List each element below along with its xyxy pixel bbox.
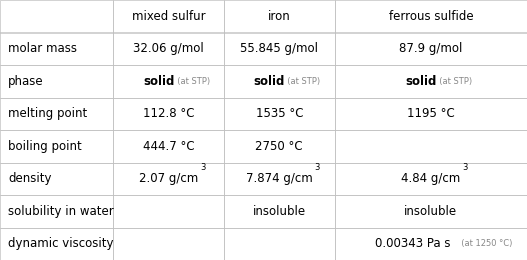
Text: solid: solid [143, 75, 174, 88]
Bar [335, 162, 527, 195]
Text: phase: phase [8, 75, 44, 88]
Bar [0, 130, 113, 162]
Text: 32.06 g/mol: 32.06 g/mol [133, 42, 204, 55]
Text: 3: 3 [315, 163, 320, 172]
Text: solubility in water: solubility in water [8, 205, 114, 218]
Text: 1195 °C: 1195 °C [407, 107, 455, 120]
Text: (at STP): (at STP) [434, 77, 472, 86]
Text: iron: iron [268, 10, 291, 23]
Text: 444.7 °C: 444.7 °C [143, 140, 194, 153]
Bar [335, 65, 527, 98]
Text: 2750 °C: 2750 °C [256, 140, 303, 153]
Text: ferrous sulfide: ferrous sulfide [388, 10, 473, 23]
Bar [335, 32, 527, 65]
Bar [0, 195, 113, 228]
Bar [224, 65, 335, 98]
Bar [113, 228, 224, 260]
Bar [0, 228, 113, 260]
Bar [113, 98, 224, 130]
Text: 3: 3 [463, 163, 468, 172]
Text: density: density [8, 172, 52, 185]
Text: melting point: melting point [8, 107, 87, 120]
Bar [113, 195, 224, 228]
Bar [335, 130, 527, 162]
Bar [0, 162, 113, 195]
Bar [113, 65, 224, 98]
Bar [0, 98, 113, 130]
Bar [0, 32, 113, 65]
Bar [113, 130, 224, 162]
Text: insoluble: insoluble [404, 205, 457, 218]
Text: 7.874 g/cm: 7.874 g/cm [246, 172, 313, 185]
Text: (at STP): (at STP) [172, 77, 210, 86]
Text: insoluble: insoluble [253, 205, 306, 218]
Text: boiling point: boiling point [8, 140, 82, 153]
Text: 0.00343 Pa s: 0.00343 Pa s [375, 237, 451, 250]
Bar [0, 65, 113, 98]
Text: molar mass: molar mass [8, 42, 77, 55]
Bar [224, 0, 335, 32]
Text: 4.84 g/cm: 4.84 g/cm [401, 172, 461, 185]
Bar [335, 195, 527, 228]
Bar [224, 195, 335, 228]
Text: (at 1250 °C): (at 1250 °C) [456, 239, 513, 248]
Bar [224, 228, 335, 260]
Bar [224, 162, 335, 195]
Bar [113, 32, 224, 65]
Bar [335, 98, 527, 130]
Text: dynamic viscosity: dynamic viscosity [8, 237, 113, 250]
Text: (at STP): (at STP) [282, 77, 320, 86]
Text: 112.8 °C: 112.8 °C [143, 107, 194, 120]
Text: 3: 3 [200, 163, 206, 172]
Bar [335, 228, 527, 260]
Text: 55.845 g/mol: 55.845 g/mol [240, 42, 318, 55]
Text: 1535 °C: 1535 °C [256, 107, 303, 120]
Text: solid: solid [405, 75, 436, 88]
Bar [113, 162, 224, 195]
Bar [113, 0, 224, 32]
Text: 87.9 g/mol: 87.9 g/mol [399, 42, 463, 55]
Bar [224, 130, 335, 162]
Text: solid: solid [253, 75, 285, 88]
Bar [335, 0, 527, 32]
Bar [224, 98, 335, 130]
Bar [224, 32, 335, 65]
Bar [0, 0, 113, 32]
Text: 2.07 g/cm: 2.07 g/cm [139, 172, 198, 185]
Text: mixed sulfur: mixed sulfur [132, 10, 206, 23]
